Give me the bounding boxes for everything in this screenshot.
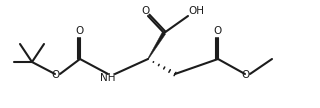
Text: NH: NH xyxy=(100,73,116,83)
Text: O: O xyxy=(241,70,249,80)
Polygon shape xyxy=(148,32,166,59)
Text: O: O xyxy=(76,26,84,36)
Text: O: O xyxy=(214,26,222,36)
Text: O: O xyxy=(142,6,150,16)
Text: O: O xyxy=(51,70,59,80)
Text: OH: OH xyxy=(188,6,204,16)
